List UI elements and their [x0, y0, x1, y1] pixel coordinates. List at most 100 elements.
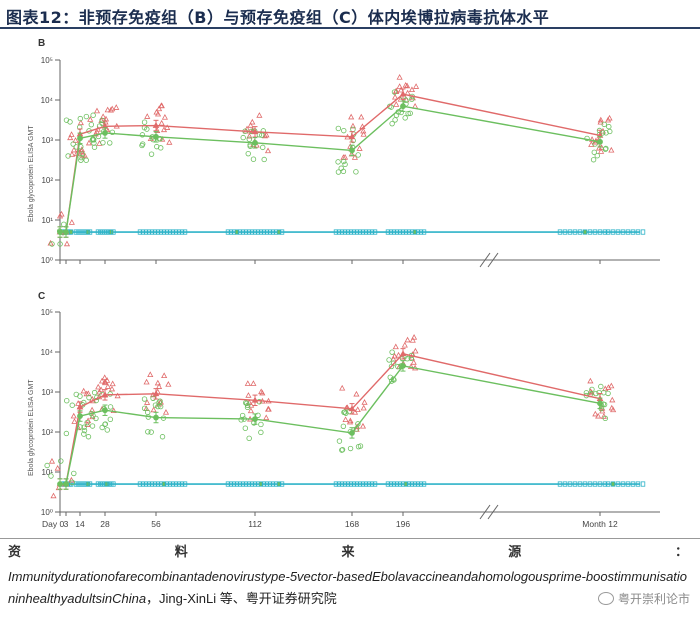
panel-c-green-point: [107, 416, 114, 423]
panel-c-baseline-marker: [567, 481, 573, 487]
panel-c-baseline-marker: [106, 481, 112, 487]
panel-b-baseline-marker: [592, 229, 598, 235]
panel-b-red-point: [93, 107, 101, 114]
panel-b-baseline-marker: [164, 229, 170, 235]
panel-b-baseline-marker: [557, 229, 563, 235]
panel-b-red-point: [78, 147, 85, 154]
panel-b-green-point: [49, 241, 55, 247]
panel-b-green-point: [83, 113, 90, 120]
panel-b-baseline-marker: [582, 229, 588, 235]
panel-c-red-point: [265, 405, 272, 412]
panel-c-baseline-marker: [182, 481, 188, 487]
panel-c-green-mean: [77, 413, 83, 419]
panel-c-green-point: [157, 403, 164, 410]
panel-b-green-mean: [153, 133, 159, 140]
panel-b-green-point: [402, 115, 408, 121]
panel-c-red-point: [353, 390, 360, 397]
panel-b-green-point: [70, 141, 76, 147]
panel-c-green-mean: [153, 414, 159, 421]
panel-b-baseline-marker: [372, 229, 378, 235]
panel-b-green-point: [602, 146, 609, 152]
panel-c-x-tick-label: 112: [248, 519, 262, 529]
panel-c-green-point: [107, 391, 113, 397]
panel-b-red-mean: [399, 90, 407, 97]
source-rule: [0, 538, 700, 539]
panel-b-baseline-marker: [276, 229, 282, 235]
panel-c-red-point: [250, 380, 257, 386]
panel-c-baseline-marker: [155, 481, 161, 487]
panel-c-letter: C: [38, 291, 46, 302]
panel-c-baseline-marker: [610, 481, 616, 487]
panel-c-baseline-marker: [421, 481, 427, 487]
panel-c-baseline-marker: [357, 481, 363, 487]
panel-c-baseline-marker: [360, 481, 366, 487]
panel-c-red-point: [109, 380, 116, 387]
panel-c-green-mean: [102, 407, 108, 414]
panel-c-baseline-marker: [635, 481, 641, 487]
panel-b-baseline-marker: [567, 229, 573, 235]
panel-c-red-point: [608, 382, 615, 389]
panel-b-baseline-marker: [140, 229, 146, 235]
panel-c-y-tick-label: 10¹: [41, 468, 53, 477]
panel-c-baseline-marker: [149, 481, 155, 487]
panel-c-green-point: [339, 446, 346, 453]
panel-c-red-point: [359, 422, 367, 429]
panel-c-red-point: [48, 457, 56, 464]
source-paper-title: Immunitydurationofarecombinantadenovirus…: [8, 569, 688, 606]
panel-b-green-mean: [597, 138, 603, 145]
panel-b-baseline-marker: [100, 229, 105, 235]
panel-b-green-point: [355, 152, 361, 158]
panel-b-red-point: [349, 122, 357, 129]
panel-c-red-point: [609, 396, 616, 403]
panel-b-red-point: [77, 119, 84, 126]
panel-b-red-point: [391, 93, 399, 100]
panel-c-red-point: [143, 378, 150, 385]
panel-c-baseline-marker: [385, 481, 391, 487]
panel-c-baseline-marker: [602, 481, 608, 487]
panel-b-green-point: [250, 156, 257, 162]
panel-b-green-point: [90, 137, 97, 143]
panel-b-baseline-marker: [87, 229, 93, 235]
panel-b-red-point: [166, 139, 173, 145]
panel-c-baseline-marker: [391, 481, 397, 487]
panel-c-baseline-marker: [252, 481, 258, 487]
panel-b-green-point: [83, 157, 89, 163]
panel-b-baseline-marker: [237, 229, 243, 235]
panel-b-green-point: [139, 141, 146, 147]
panel-c-baseline-marker: [276, 481, 282, 487]
panel-b-baseline-marker: [333, 229, 339, 235]
panel-b-green-mean: [77, 135, 83, 142]
panel-b-y-tick-label: 10²: [41, 176, 53, 185]
panel-c-red-gmt-line: [60, 353, 601, 485]
panel-c-baseline-marker: [587, 481, 593, 487]
panel-b-baseline-marker: [158, 229, 164, 235]
panel-b-baseline-marker: [403, 229, 409, 235]
panel-c-green-point: [589, 386, 595, 393]
panel-c-red-mean: [76, 403, 84, 410]
panel-c-red-point: [154, 379, 161, 386]
panel-b-red-mean: [348, 133, 356, 140]
panel-b-green-point: [353, 169, 359, 175]
panel-c-red-point: [50, 492, 57, 499]
panel-c-red-point: [401, 341, 408, 348]
panel-b-baseline-marker: [597, 229, 603, 235]
panel-c-green-point: [102, 421, 109, 427]
panel-c-x-tick-label: 196: [396, 519, 410, 529]
panel-c-green-point: [99, 424, 105, 431]
panel-c-red-point: [360, 404, 367, 411]
panel-c-green-point: [104, 427, 110, 433]
panel-c-baseline-marker: [630, 481, 636, 487]
panel-b-green-point: [393, 112, 400, 118]
panel-b-baseline-marker: [391, 229, 397, 235]
panel-c-baseline-marker: [582, 481, 588, 487]
panel-c-red-point: [165, 381, 172, 387]
panel-b-red-gmt-line: [60, 93, 601, 233]
panel-c-baseline-marker: [249, 481, 255, 487]
panel-c-baseline-marker: [100, 481, 105, 487]
panel-b-green-point: [100, 139, 106, 146]
panel-b-axis-break: [479, 252, 491, 268]
panel-b-y-tick-label: 10⁴: [41, 96, 54, 105]
panel-b-y-tick-label: 10⁰: [41, 256, 53, 265]
panel-b-green-point: [261, 156, 267, 163]
panel-c-red-point: [114, 392, 121, 399]
